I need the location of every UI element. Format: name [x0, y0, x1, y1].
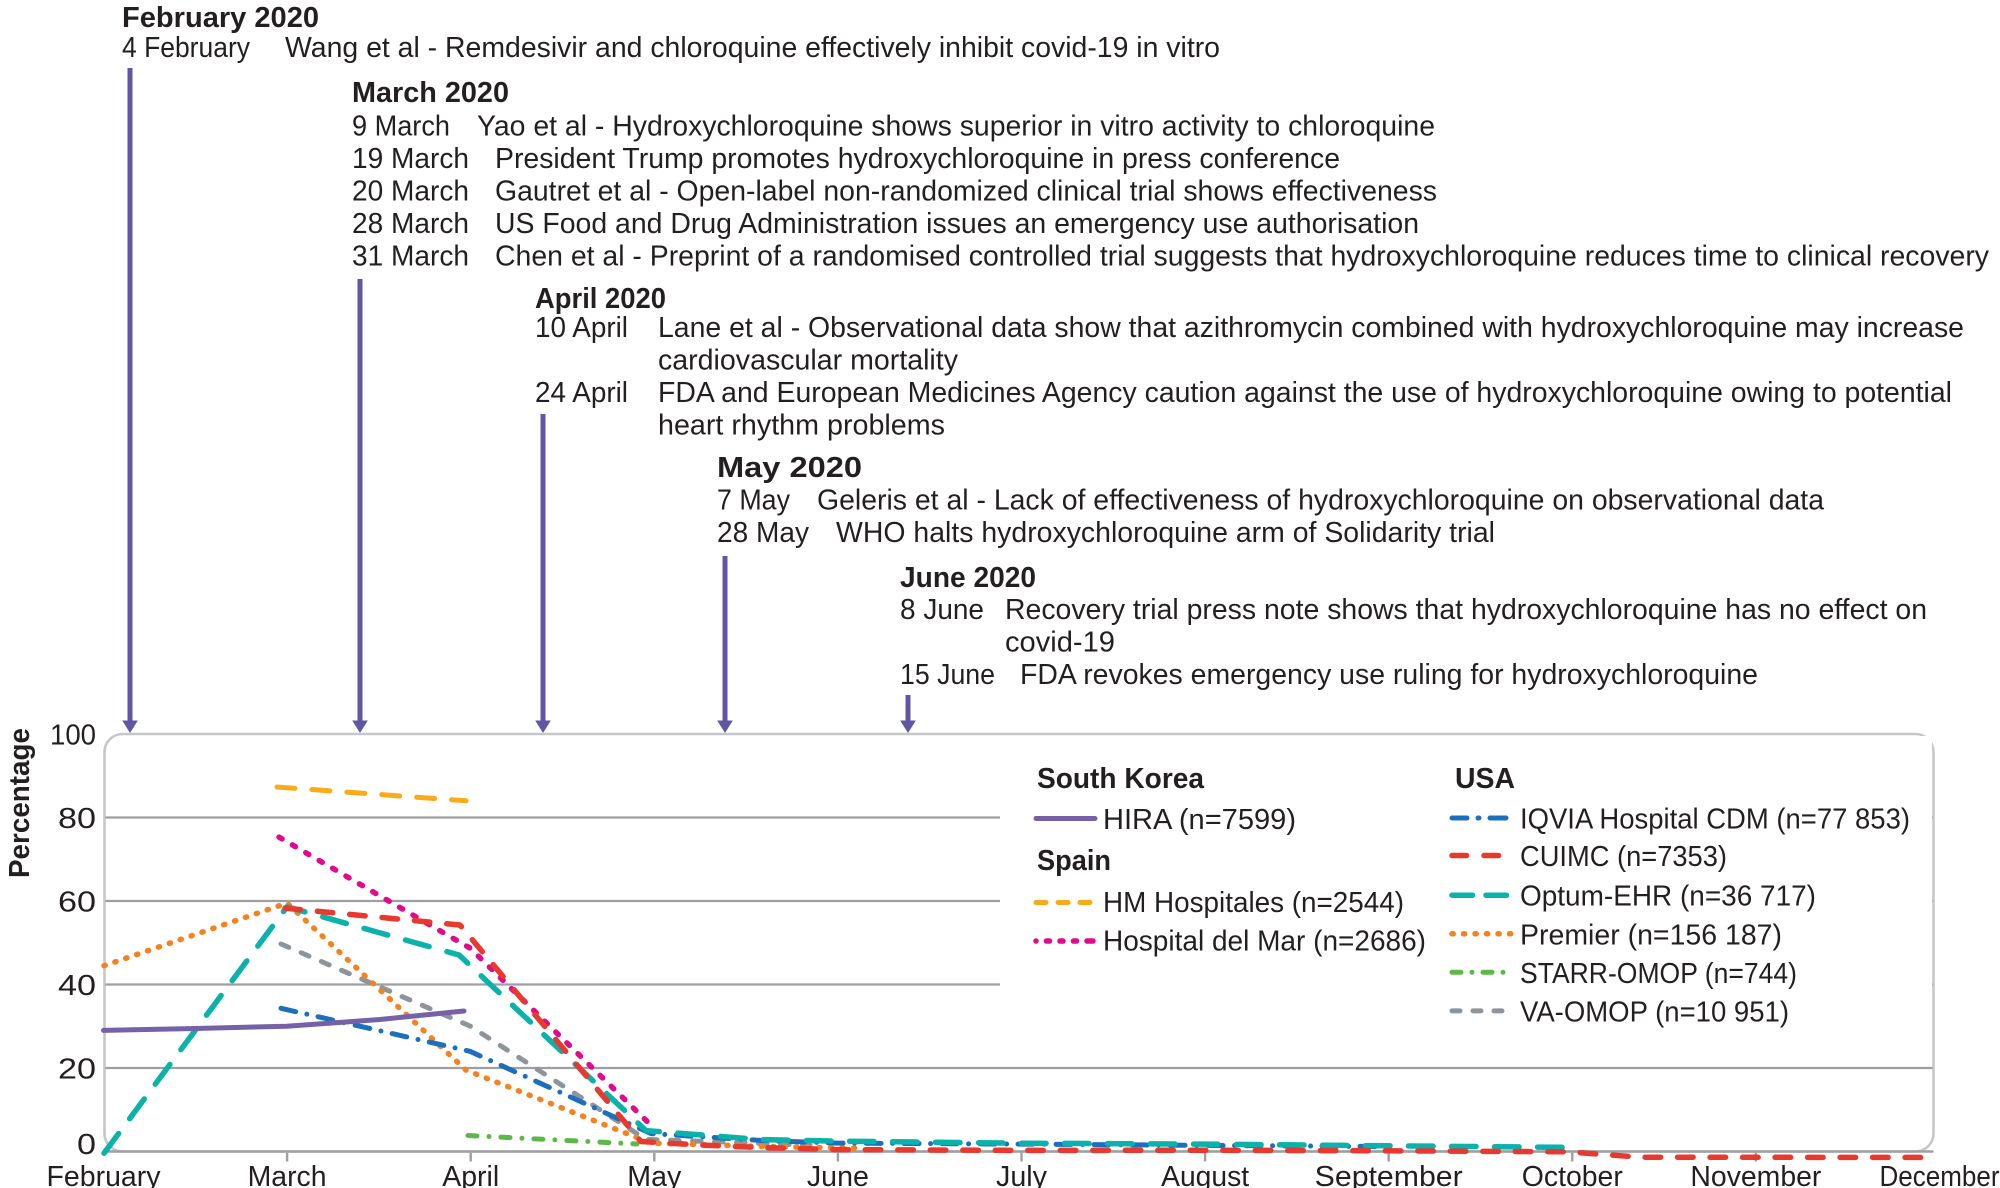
svg-text:IQVIA Hospital CDM (n=77 853): IQVIA Hospital CDM (n=77 853) [1520, 804, 1910, 836]
svg-text:HM Hospitales (n=2544): HM Hospitales (n=2544) [1103, 887, 1404, 919]
svg-text:7 May: 7 May [717, 485, 790, 517]
svg-text:cardiovascular mortality: cardiovascular mortality [658, 345, 958, 377]
svg-text:80: 80 [58, 803, 96, 835]
svg-text:USA: USA [1455, 763, 1515, 795]
svg-text:July: July [996, 1161, 1047, 1188]
svg-text:April 2020: April 2020 [535, 283, 666, 315]
svg-text:FDA and European Medicines Age: FDA and European Medicines Agency cautio… [658, 377, 1952, 409]
svg-text:15 June: 15 June [900, 659, 995, 691]
svg-text:Recovery trial press note show: Recovery trial press note shows that hyd… [1005, 594, 1927, 626]
svg-text:Geleris et al - Lack of effect: Geleris et al - Lack of effectiveness of… [817, 485, 1825, 517]
svg-text:October: October [1522, 1161, 1623, 1188]
svg-text:8 June: 8 June [900, 594, 984, 626]
svg-text:20: 20 [58, 1054, 96, 1086]
svg-text:WHO halts hydroxychloroquine a: WHO halts hydroxychloroquine arm of Soli… [836, 517, 1495, 549]
svg-text:4 February: 4 February [122, 32, 250, 64]
svg-text:FDA revokes emergency use ruli: FDA revokes emergency use ruling for hyd… [1020, 659, 1758, 691]
svg-text:28 May: 28 May [717, 517, 809, 549]
svg-text:28 March: 28 March [352, 208, 469, 240]
svg-text:March 2020: March 2020 [352, 77, 509, 109]
svg-text:September: September [1315, 1161, 1463, 1188]
svg-text:20 March: 20 March [352, 176, 469, 208]
svg-text:August: August [1161, 1161, 1249, 1188]
svg-text:heart rhythm problems: heart rhythm problems [658, 410, 945, 442]
svg-text:covid-19: covid-19 [1005, 627, 1115, 659]
svg-text:May 2020: May 2020 [717, 452, 862, 484]
svg-text:June: June [807, 1161, 869, 1188]
svg-text:60: 60 [58, 887, 96, 919]
svg-text:Chen et al - Preprint of a ran: Chen et al - Preprint of a randomised co… [495, 241, 1989, 273]
svg-text:US Food and Drug Administratio: US Food and Drug Administration issues a… [495, 208, 1419, 240]
svg-text:Percentage: Percentage [4, 728, 36, 878]
svg-text:19 March: 19 March [352, 143, 469, 175]
svg-text:June 2020: June 2020 [900, 562, 1036, 594]
svg-text:November: November [1690, 1161, 1821, 1188]
svg-text:Wang et al - Remdesivir and ch: Wang et al - Remdesivir and chloroquine … [285, 32, 1220, 64]
svg-text:December: December [1880, 1161, 2000, 1188]
svg-text:0: 0 [77, 1129, 96, 1161]
svg-text:Premier (n=156 187): Premier (n=156 187) [1520, 919, 1782, 951]
svg-text:HIRA (n=7599): HIRA (n=7599) [1103, 804, 1296, 836]
svg-text:100: 100 [50, 720, 96, 752]
svg-text:South Korea: South Korea [1037, 763, 1205, 795]
svg-text:May: May [627, 1161, 681, 1188]
svg-text:Gautret et al - Open-label non: Gautret et al - Open-label non-randomize… [495, 176, 1437, 208]
svg-text:Yao et al - Hydroxychloroquine: Yao et al - Hydroxychloroquine shows sup… [477, 111, 1435, 143]
svg-text:VA-OMOP (n=10 951): VA-OMOP (n=10 951) [1520, 996, 1789, 1028]
svg-text:9 March: 9 March [352, 111, 450, 143]
svg-text:24 April: 24 April [535, 377, 628, 409]
svg-text:Hospital del Mar (n=2686): Hospital del Mar (n=2686) [1103, 926, 1426, 958]
svg-text:Optum-EHR (n=36 717): Optum-EHR (n=36 717) [1520, 881, 1816, 913]
svg-text:CUIMC (n=7353): CUIMC (n=7353) [1520, 841, 1727, 873]
svg-text:Lane et al - Observational dat: Lane et al - Observational data show tha… [658, 312, 1964, 344]
svg-text:President Trump promotes hydro: President Trump promotes hydroxychloroqu… [495, 143, 1340, 175]
svg-text:February 2020: February 2020 [122, 2, 319, 34]
svg-text:March: March [248, 1161, 327, 1188]
svg-text:April: April [442, 1161, 499, 1188]
svg-text:40: 40 [58, 970, 96, 1002]
svg-text:STARR-OMOP (n=744): STARR-OMOP (n=744) [1520, 958, 1797, 990]
svg-text:Spain: Spain [1037, 845, 1111, 877]
svg-text:31 March: 31 March [352, 241, 469, 273]
svg-text:February: February [47, 1161, 161, 1188]
svg-text:10 April: 10 April [535, 312, 628, 344]
